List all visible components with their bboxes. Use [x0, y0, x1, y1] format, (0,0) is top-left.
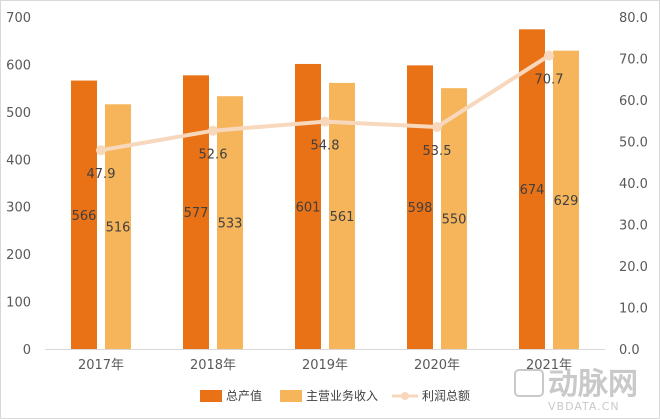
y-right-tick-label: 0.0: [619, 343, 640, 358]
bar-data-label: 533: [218, 217, 243, 232]
y-left-tick-label: 300: [6, 201, 31, 216]
bar-data-label: 566: [72, 209, 97, 224]
line-point: [432, 121, 442, 132]
legend-label: 利润总额: [422, 389, 470, 403]
bar: [217, 96, 243, 349]
x-tick-label: 2017年: [78, 358, 124, 373]
bar-data-label: 550: [442, 213, 467, 228]
bar-data-label: 598: [408, 201, 433, 216]
bar-data-label: 674: [520, 183, 545, 198]
line-point: [208, 125, 218, 136]
x-tick-label: 2018年: [190, 358, 236, 373]
y-left-tick-label: 100: [6, 296, 31, 311]
legend-swatch: [280, 390, 302, 402]
data-labels: 566 577 601 598 674 516 533 561 550 629 47.9 52.6 54…: [72, 73, 579, 236]
x-tick-label: 2020年: [414, 358, 460, 373]
bar: [71, 80, 97, 349]
bar: [553, 50, 579, 349]
bar: [407, 65, 433, 350]
y-right-tick-label: 10.0: [619, 302, 648, 317]
watermark-brand: 动脉网: [548, 367, 638, 402]
line-data-label: 53.5: [423, 144, 452, 159]
bar-data-label: 516: [106, 221, 131, 236]
y-left-tick-label: 0: [23, 343, 31, 358]
series-line: [100, 53, 551, 153]
y-right-tick-label: 30.0: [619, 219, 648, 234]
line-data-label: 54.8: [311, 139, 340, 154]
bar: [183, 75, 209, 349]
bar-data-label: 561: [330, 210, 355, 225]
watermark: 动脉网 VBDATA.CN: [514, 367, 638, 413]
bar: [329, 82, 355, 349]
y-right-tick-label: 20.0: [619, 260, 648, 275]
bar-data-label: 629: [554, 194, 579, 209]
y-left-tick-label: 700: [6, 11, 31, 26]
line-data-label: 52.6: [199, 148, 228, 163]
legend-marker: [401, 392, 409, 400]
y-left-tick-label: 600: [6, 58, 31, 73]
bar: [441, 88, 467, 350]
legend-label: 主营业务收入: [306, 388, 378, 403]
legend-label: 总产值: [226, 388, 262, 403]
watermark-logo-icon: [514, 369, 544, 397]
y-right-tick-label: 40.0: [619, 177, 648, 192]
y-left-tick-label: 400: [6, 153, 31, 168]
legend: 总产值 主营业务收入 利润总额: [200, 388, 470, 403]
bars: [71, 29, 579, 350]
y-left-tick-label: 200: [6, 248, 31, 263]
bar-data-label: 601: [296, 200, 321, 215]
line-point: [320, 116, 330, 127]
bar: [519, 29, 545, 350]
bar: [295, 63, 321, 349]
watermark-url: VBDATA.CN: [548, 400, 620, 413]
line-data-label: 47.9: [87, 167, 116, 182]
line-point: [544, 50, 554, 61]
y-right-tick-label: 70.0: [619, 53, 648, 68]
x-tick-label: 2019年: [302, 358, 348, 373]
line-point: [96, 145, 106, 156]
y-right-tick-label: 60.0: [619, 94, 648, 109]
line-data-label: 70.7: [535, 73, 564, 88]
axes: 0 100 200 300 400 500 600 700 0.0 10.0 20.0 30.0 40.…: [6, 11, 648, 373]
legend-swatch: [200, 390, 222, 402]
y-left-tick-label: 500: [6, 106, 31, 121]
bar-data-label: 577: [184, 206, 209, 221]
y-right-tick-label: 50.0: [619, 136, 648, 151]
y-right-tick-label: 80.0: [619, 11, 648, 26]
profit-line: [96, 50, 554, 156]
